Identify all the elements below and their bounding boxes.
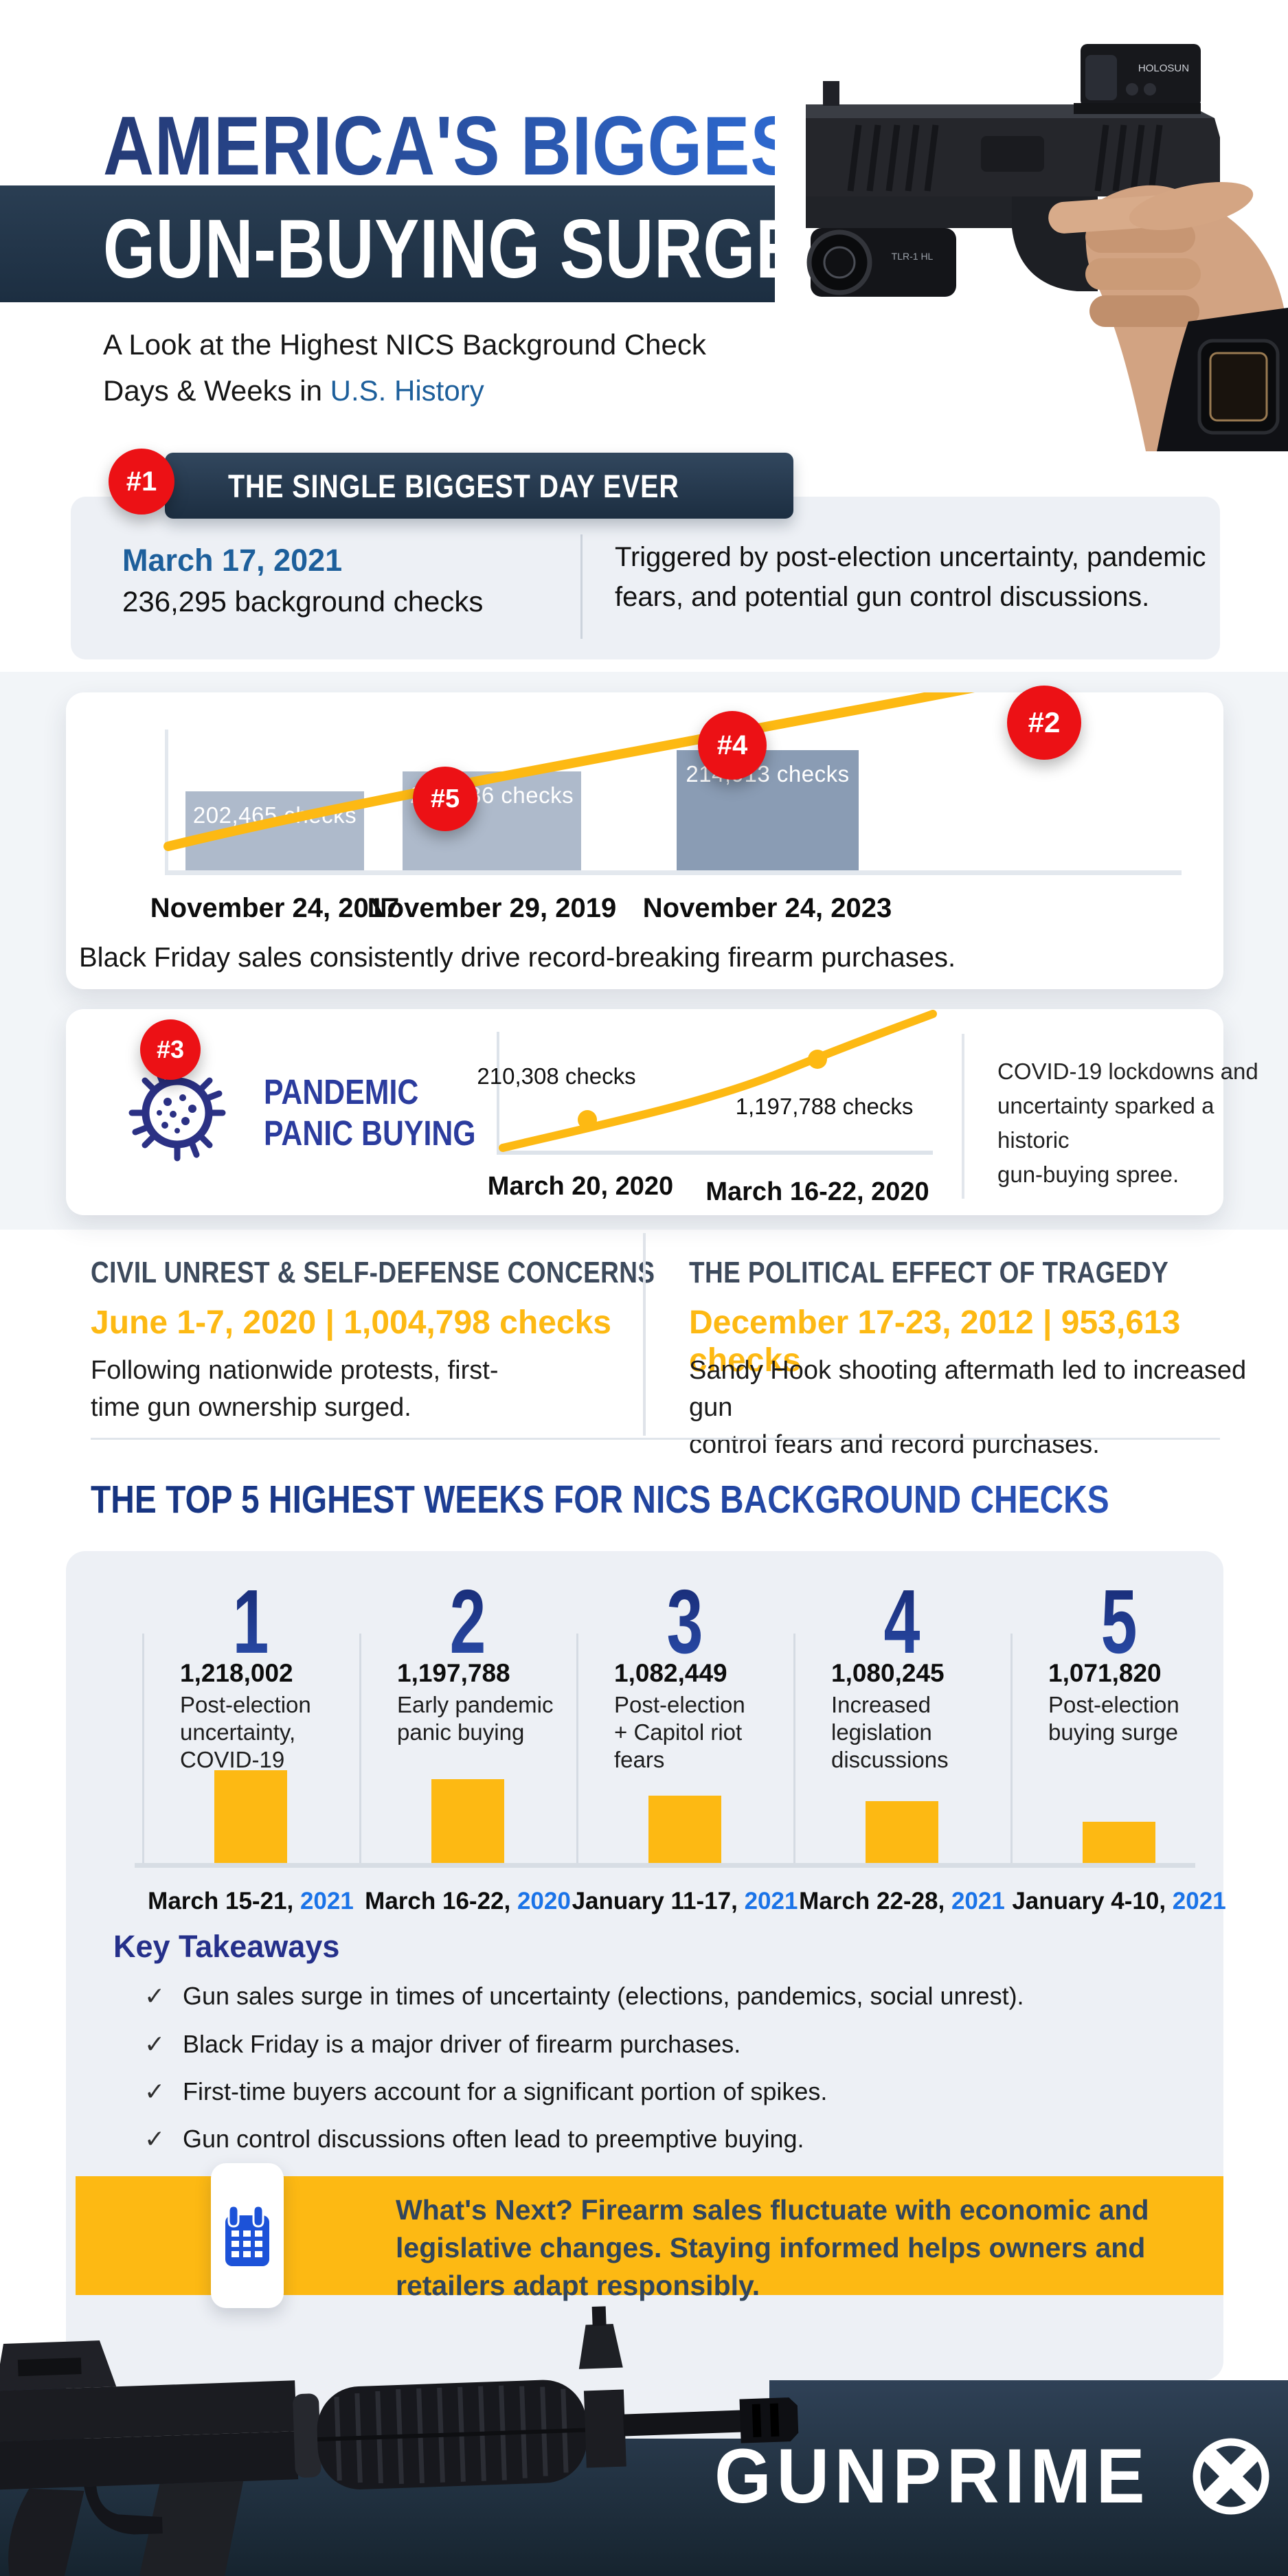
bf-date-2017: November 24, 2017 [150, 893, 400, 923]
rank-1-badge: #1 [109, 449, 174, 515]
rank-2-badge: #2 [1007, 686, 1081, 760]
single-day-card [71, 497, 1220, 659]
top5-bar-4 [866, 1801, 938, 1863]
civil-unrest-heading: CIVIL UNREST & SELF-DEFENSE CONCERNS [91, 1256, 655, 1289]
single-day-desc: Triggered by post-election uncertainty, … [615, 542, 1206, 612]
top5-date-3: January 11-17, 2021 [572, 1888, 798, 1914]
pandemic-point1-label: 210,308 checks [477, 1063, 636, 1089]
top5-desc-5: Post-election buying surge [1048, 1692, 1179, 1745]
pandemic-desc: COVID-19 lockdowns and uncertainty spark… [997, 1059, 1258, 1187]
rifle-illustration [0, 2306, 799, 2576]
bf-date-2023: November 24, 2023 [642, 893, 892, 923]
top5-heading: THE TOP 5 HIGHEST WEEKS FOR NICS BACKGRO… [91, 1478, 1109, 1522]
checkmark-icon: ✓ [144, 2077, 166, 2105]
single-day-date: March 17, 2021 [122, 543, 343, 578]
rank-5-badge: #5 [413, 767, 477, 831]
top5-col-divider [359, 1634, 361, 1863]
takeaway-item: ✓ First-time buyers account for a signifi… [144, 2077, 828, 2105]
top5-value-2: 1,197,788 [397, 1659, 510, 1687]
top5-rank-4: 4 [883, 1571, 920, 1672]
pandemic-point2-label: 1,197,788 checks [735, 1094, 914, 1119]
pandemic-baseline [497, 1151, 933, 1155]
top5-rank-1: 1 [232, 1571, 269, 1672]
svg-text:HOLOSUN: HOLOSUN [1138, 63, 1189, 74]
top5-desc-3: Post-election + Capitol riot fears [614, 1692, 745, 1772]
takeaway-item: ✓ Gun sales surge in times of uncertainty… [144, 1982, 1024, 2010]
tragedy-heading: THE POLITICAL EFFECT OF TRAGEDY [689, 1256, 1169, 1289]
brand-logo: GUNPRIME [714, 2432, 1274, 2520]
top5-bar-2 [431, 1779, 504, 1863]
top5-date-5: January 4-10, 2021 [1012, 1888, 1226, 1914]
key-takeaways-heading: Key Takeaways [113, 1929, 340, 1964]
top5-desc-4: Increased legislation discussions [831, 1692, 949, 1772]
single-day-banner-label: THE SINGLE BIGGEST DAY EVER [228, 467, 679, 504]
single-day-banner: THE SINGLE BIGGEST DAY EVER [165, 453, 793, 519]
top5-rank-5: 5 [1100, 1571, 1138, 1672]
bf-baseline [165, 870, 1182, 875]
top5-rank-3: 3 [666, 1571, 703, 1672]
rank-4-badge: #4 [698, 711, 767, 780]
pandemic-point2-date: March 16-22, 2020 [705, 1177, 929, 1206]
bf-date-2019: November 29, 2019 [367, 893, 617, 923]
rank-3-badge: #3 [140, 1019, 201, 1080]
top5-bar-5 [1083, 1822, 1155, 1863]
calendar-icon [225, 2204, 269, 2266]
takeaway-item: ✓ Black Friday is a major driver of firea… [144, 2030, 741, 2058]
pandemic-curve [499, 1010, 937, 1152]
top5-value-3: 1,082,449 [614, 1659, 727, 1687]
pandemic-divider [962, 1034, 964, 1199]
checkmark-icon: ✓ [144, 2125, 166, 2153]
civil-unrest-body: Following nationwide protests, first- ti… [91, 1356, 499, 1422]
bf-caption: Black Friday sales consistently drive re… [79, 942, 956, 973]
takeaway-item: ✓ Gun control discussions often lead to p… [144, 2125, 804, 2153]
top5-value-1: 1,218,002 [180, 1659, 293, 1687]
civil-bottom-rule [91, 1438, 1220, 1440]
brand-wordmark: GUNPRIME [714, 2433, 1151, 2519]
top5-date-4: March 22-28, 2021 [799, 1888, 1005, 1914]
civil-unrest-highlight: June 1-7, 2020 | 1,004,798 checks [91, 1304, 611, 1341]
page-title-line1: AMERICA'S BIGGEST [103, 99, 841, 192]
top5-value-5: 1,071,820 [1048, 1659, 1162, 1687]
top5-col-divider [1010, 1634, 1013, 1863]
checkmark-icon: ✓ [144, 2030, 166, 2058]
top5-col-divider [793, 1634, 795, 1863]
pandemic-point1-date: March 20, 2020 [487, 1172, 674, 1201]
hero-photo: HOLOSUN TLR-1 HL [775, 0, 1288, 451]
top5-col-divider [142, 1634, 144, 1863]
tragedy-body: Sandy Hook shooting aftermath led to inc… [689, 1356, 1247, 1459]
pandemic-title: PANDEMIC PANIC BUYING [264, 1072, 476, 1153]
single-day-checks: 236,295 background checks [122, 585, 484, 618]
svg-text:TLR-1 HL: TLR-1 HL [892, 251, 934, 262]
brand-mark-icon [1193, 2438, 1269, 2514]
pistol-hand-illustration: HOLOSUN TLR-1 HL [775, 0, 1288, 451]
single-day-divider [580, 534, 583, 639]
subtitle-line1: A Look at the Highest NICS Background Ch… [103, 328, 706, 361]
top5-bar-3 [648, 1796, 721, 1863]
top5-rank-2: 2 [449, 1571, 486, 1672]
calendar-chip [211, 2163, 284, 2308]
section-divider [643, 1233, 646, 1436]
top5-value-4: 1,080,245 [831, 1659, 945, 1687]
top5-col-divider [576, 1634, 578, 1863]
top5-date-1: March 15-21, 2021 [148, 1888, 354, 1914]
tragedy-highlight: December 17-23, 2012 | 953,613 checks [689, 1304, 1181, 1379]
bf-y-axis [165, 730, 168, 870]
subtitle-highlight: U.S. History [330, 374, 484, 407]
pandemic-y-axis [497, 1032, 499, 1153]
page-title-line2: GUN-BUYING SURGES [103, 202, 846, 295]
top5-date-2: March 16-22, 2020 [365, 1888, 571, 1914]
virus-icon [128, 1064, 226, 1162]
subtitle-line2: Days & Weeks in U.S. History [103, 374, 484, 407]
top5-desc-1: Post-election uncertainty, COVID-19 [180, 1692, 311, 1772]
checkmark-icon: ✓ [144, 1982, 166, 2010]
top5-desc-2: Early pandemic panic buying [397, 1692, 554, 1745]
whats-next-text: What's Next? Firearm sales fluctuate wit… [396, 2194, 1149, 2301]
top5-bar-1 [214, 1770, 287, 1863]
top5-baseline [135, 1863, 1195, 1868]
